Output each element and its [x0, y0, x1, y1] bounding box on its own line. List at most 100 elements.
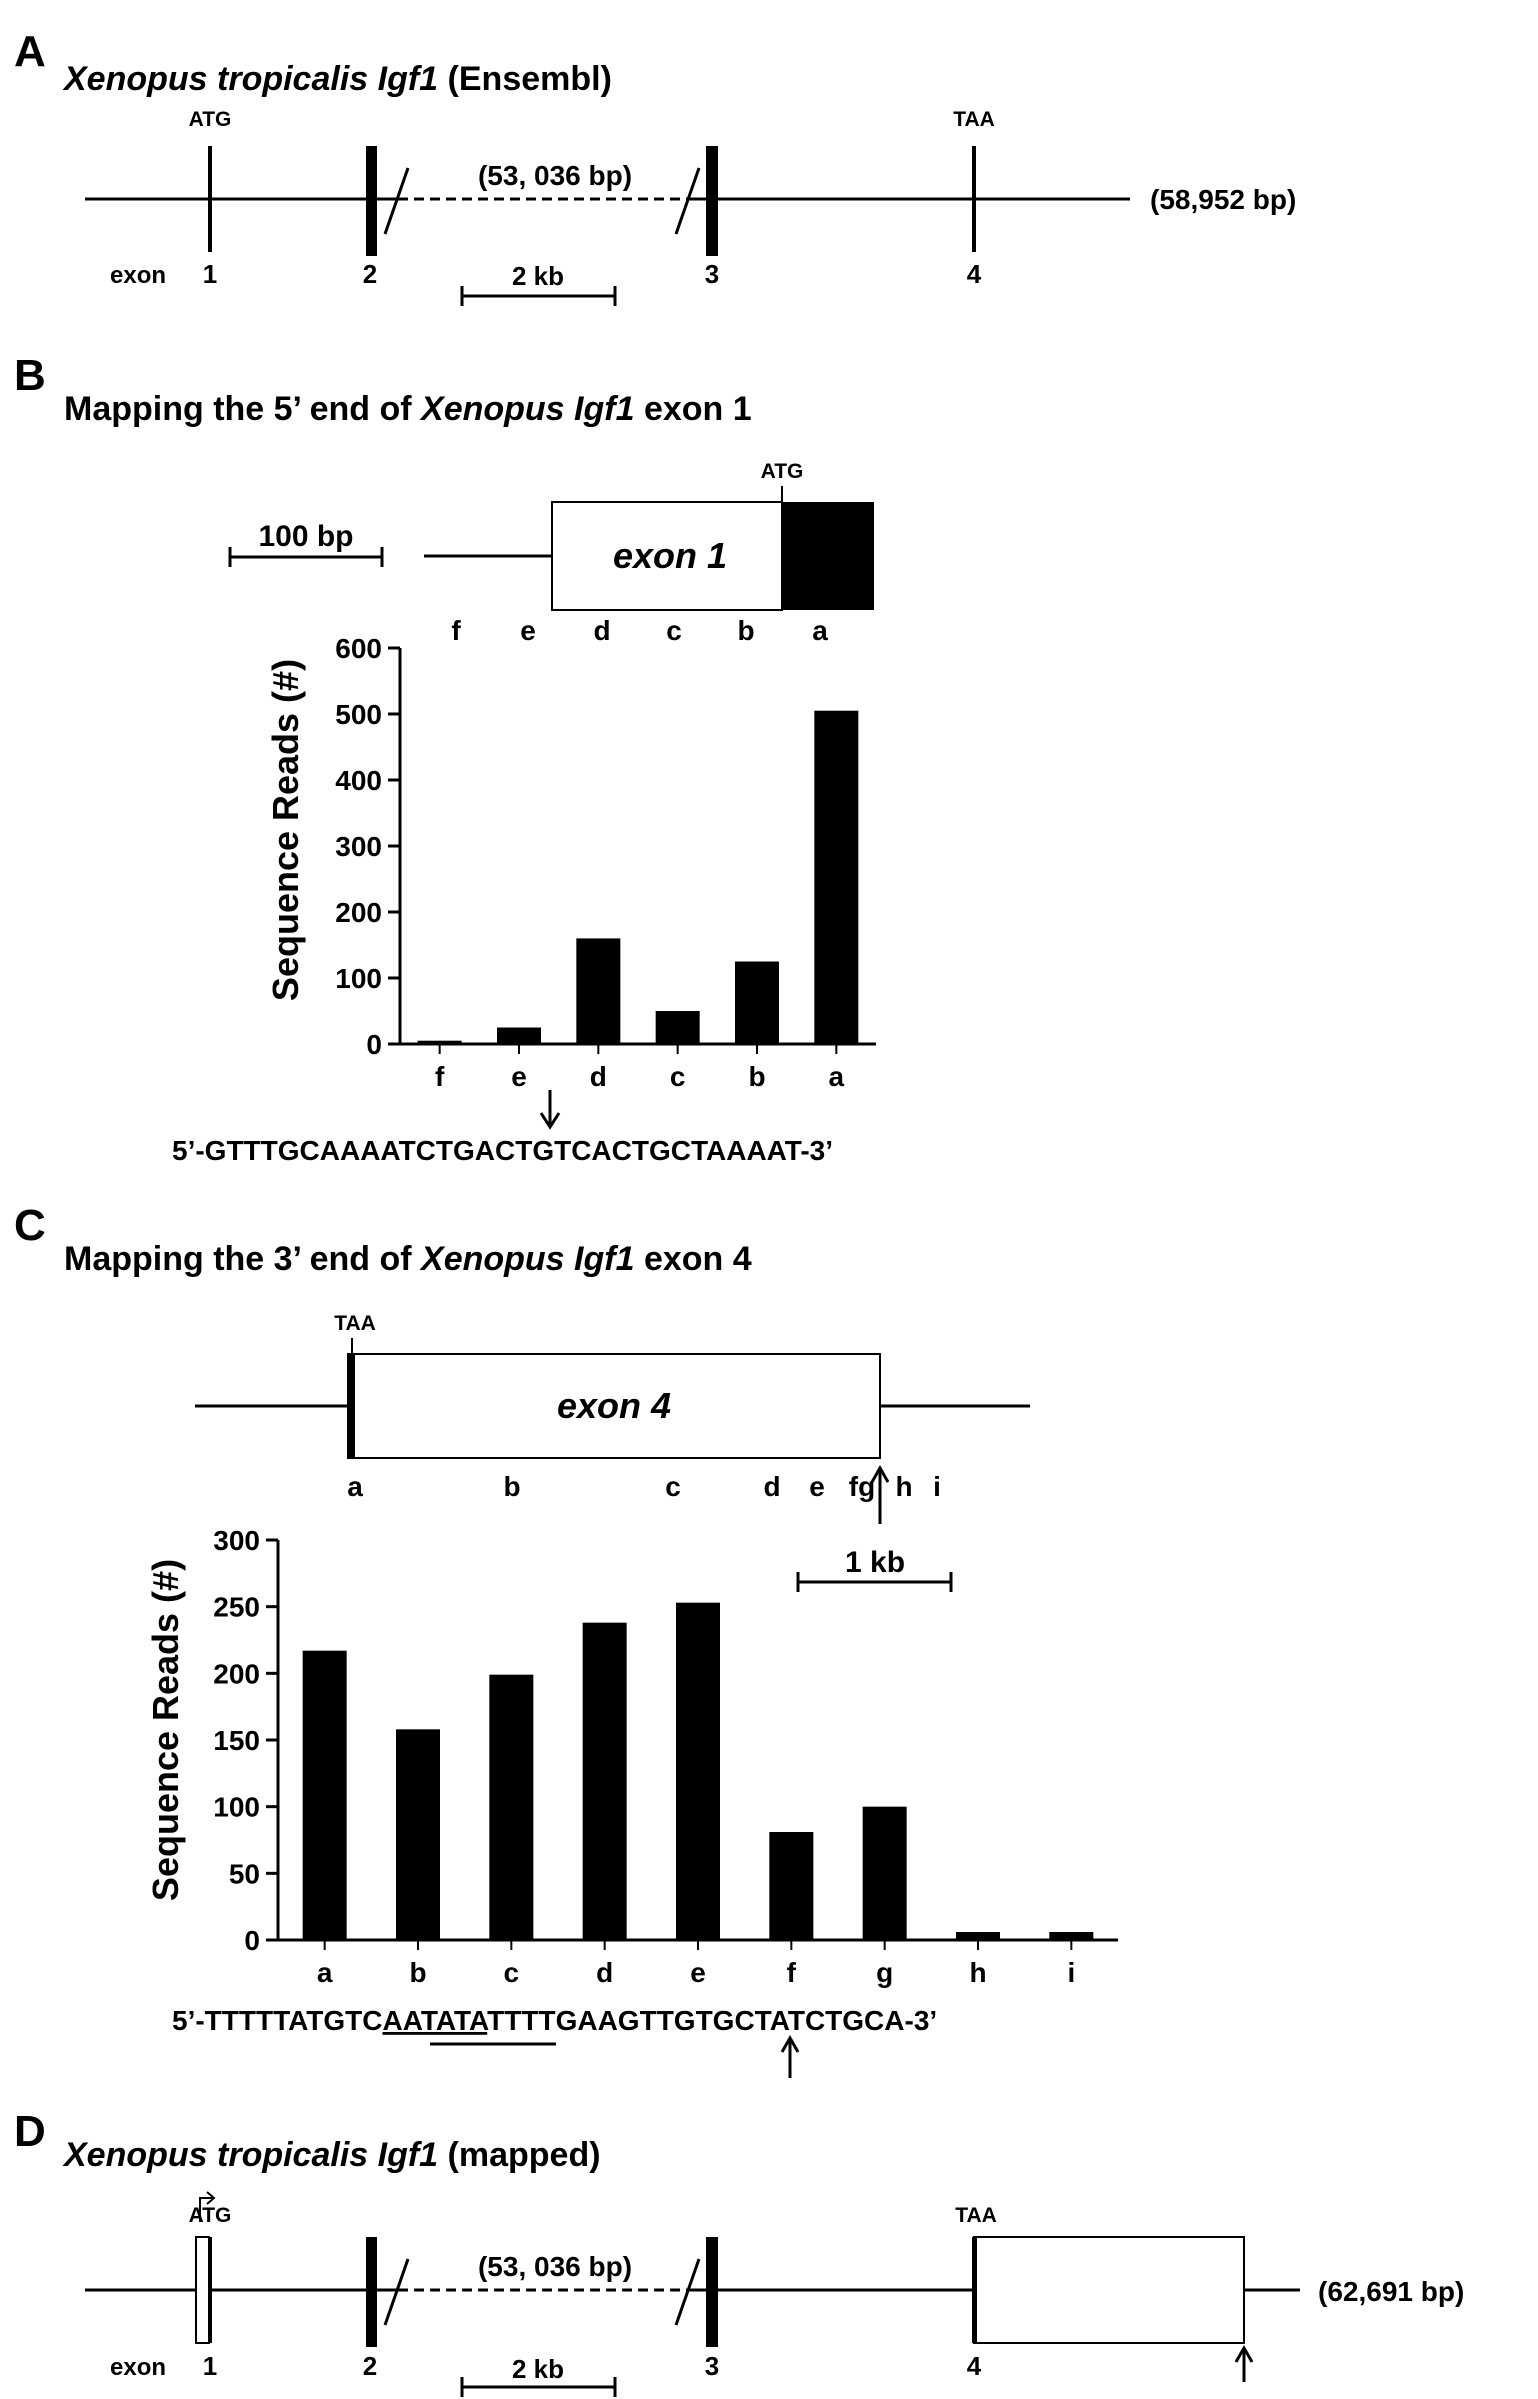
map-position-label: a [812, 615, 828, 646]
map-position-label: a [347, 1471, 363, 1502]
bar [814, 710, 859, 1044]
panel-d-letter: D [14, 2107, 46, 2156]
map-position-label: e [809, 1471, 825, 1502]
bar [769, 1832, 814, 1940]
panel-a-title-gene: Igf1 [378, 60, 438, 98]
panel-b-title: Mapping the 5’ end of Xenopus Igf1 exon … [64, 390, 752, 428]
y-tick-label: 600 [335, 633, 382, 664]
panel-d-taa-label: TAA [955, 2204, 997, 2227]
y-tick-label: 300 [213, 1525, 260, 1556]
panel-a-exon-num: 3 [705, 259, 719, 289]
panel-a-exon-2 [366, 146, 377, 256]
panel-a-length-label: (58,952 bp) [1150, 184, 1296, 215]
y-tick-label: 100 [213, 1792, 260, 1823]
map-position-label: c [665, 1471, 681, 1502]
bar [582, 1622, 627, 1940]
panel-b-bars [417, 710, 859, 1044]
panel-a-title-species: Xenopus tropicalis [62, 60, 368, 98]
panel-d-exon-4 [972, 2237, 977, 2343]
panel-b: B Mapping the 5’ end of Xenopus Igf1 exo… [14, 351, 876, 1166]
panel-d-exon-num: 4 [967, 2351, 982, 2381]
panel-a-taa-label: TAA [953, 108, 995, 131]
panel-d-scale-label: 2 kb [512, 2354, 564, 2384]
panel-c-seq-pre: 5’-TTTTTATGTC [172, 2005, 382, 2036]
panel-c-title-gene: Igf1 [574, 1240, 634, 1278]
panel-a: A Xenopus tropicalis Igf1 (Ensembl) ATG … [14, 27, 1296, 306]
panel-a-exon-word: exon [110, 262, 166, 289]
panel-b-title-suffix: exon 1 [644, 390, 752, 428]
x-tick-label: e [690, 1957, 706, 1988]
panel-d-exon-1-utr [195, 2236, 210, 2344]
panel-c-exon-box [347, 1353, 881, 1459]
bar [497, 1027, 541, 1044]
panel-c-taa-label: TAA [334, 1312, 376, 1335]
panel-d-exon-2 [366, 2237, 377, 2347]
panel-b-exon-map: ATG exon 1 100 bp f e d c b a [228, 460, 874, 646]
map-position-label: f [451, 615, 461, 646]
y-tick-label: 250 [213, 1592, 260, 1623]
panel-d-exon-4-utr [973, 2236, 1245, 2344]
panel-c-map-labels: a b c d e fg h i [347, 1471, 941, 1502]
x-tick-label: c [504, 1957, 520, 1988]
x-tick-label: d [596, 1957, 613, 1988]
panel-c-title: Mapping the 3’ end of Xenopus Igf1 exon … [64, 1240, 752, 1278]
panel-c: C Mapping the 3’ end of Xenopus Igf1 exo… [14, 1201, 1118, 2078]
panel-b-bar-chart: 0 100 200 300 400 500 600 f e d c b a Sequence Read… [265, 633, 876, 1092]
panel-c-scale-bar [796, 1572, 953, 1592]
panel-a-exon-num: 1 [203, 259, 217, 289]
panel-d-title: Xenopus tropicalis Igf1 (mapped) [62, 2136, 601, 2174]
map-position-label: i [933, 1471, 941, 1502]
panel-a-atg-label: ATG [189, 108, 232, 131]
panel-a-exon-1 [208, 146, 212, 252]
panel-d-end-arrow [1234, 2344, 1254, 2382]
panel-d-tss-arrow [199, 2191, 216, 2222]
y-tick-label: 300 [335, 831, 382, 862]
panel-d-gap-label: (53, 036 bp) [478, 2251, 632, 2282]
x-tick-label: f [787, 1957, 797, 1988]
panel-b-exon-label: exon 1 [613, 535, 727, 576]
panel-b-yticks: 0 100 200 300 400 500 600 [335, 633, 400, 1060]
y-tick-label: 0 [244, 1925, 260, 1956]
panel-c-letter: C [14, 1201, 46, 1250]
x-tick-label: a [317, 1957, 333, 1988]
panel-b-title-gene: Igf1 [574, 390, 634, 428]
y-tick-label: 150 [213, 1725, 260, 1756]
panel-a-exon-num: 2 [363, 259, 377, 289]
panel-b-ylabel: Sequence Reads (#) [265, 659, 306, 1001]
panel-c-title-species: Xenopus [419, 1240, 565, 1278]
y-tick-label: 50 [229, 1858, 260, 1889]
x-tick-label: b [748, 1061, 765, 1092]
panel-b-title-prefix: Mapping the 5’ end of [64, 390, 412, 428]
panel-b-atg-label: ATG [761, 460, 804, 483]
panel-c-ylabel: Sequence Reads (#) [145, 1559, 186, 1901]
panel-b-sequence: 5’-GTTTGCAAAATCTGACTGTCACTGCTAAAAT-3’ [172, 1135, 833, 1166]
panel-d-length-label: (62,691 bp) [1318, 2276, 1464, 2307]
panel-a-gene-line [85, 167, 1130, 235]
map-position-label: e [520, 615, 536, 646]
panel-a-exon-4 [972, 146, 976, 252]
panel-d-exon-word: exon [110, 2354, 166, 2381]
panel-d-exon-num: 2 [363, 2351, 377, 2381]
map-position-label: d [763, 1471, 780, 1502]
y-tick-label: 500 [335, 699, 382, 730]
x-tick-label: f [435, 1061, 445, 1092]
y-tick-label: 200 [213, 1658, 260, 1689]
bar [956, 1932, 1000, 1940]
x-tick-label: g [876, 1957, 893, 1988]
map-position-label: h [895, 1471, 912, 1502]
map-position-label: b [737, 615, 754, 646]
panel-a-title-suffix: (Ensembl) [448, 60, 612, 98]
panel-a-scale-label: 2 kb [512, 261, 564, 291]
panel-b-cds-box [782, 502, 874, 610]
bar [576, 938, 621, 1044]
bar [302, 1650, 347, 1940]
panel-c-exon-label: exon 4 [557, 1385, 671, 1426]
panel-d-gene-line [85, 2258, 1300, 2326]
bar [396, 1729, 440, 1940]
bar [676, 1602, 720, 1940]
panel-c-cds-end [348, 1354, 355, 1458]
panel-c-seq-polya-signal: AATATA [382, 2005, 489, 2036]
panel-d-title-species: Xenopus tropicalis [62, 2136, 368, 2174]
panel-d-atg-label: ATG [189, 2204, 232, 2227]
